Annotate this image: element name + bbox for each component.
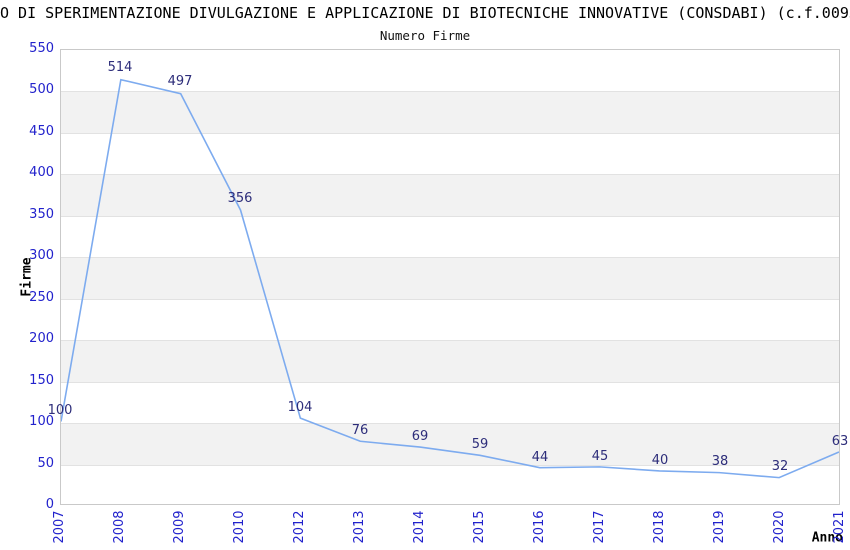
gridline [61,132,839,134]
data-label: 40 [651,452,669,468]
gridline [61,381,839,383]
y-tick-label: 400 [29,165,54,181]
x-tick-label: 2014 [412,510,427,544]
gridline [61,423,839,425]
x-tick-label: 2021 [832,510,847,544]
gridline [61,215,839,217]
x-tick-label: 2009 [172,510,187,544]
chart-title: O DI SPERIMENTAZIONE DIVULGAZIONE E APPL… [0,4,850,22]
x-axis-title: Anno [811,530,843,546]
y-tick-label: 450 [29,123,54,139]
x-tick-label: 2019 [712,510,727,544]
data-label: 38 [711,454,729,470]
plot-band [61,257,839,299]
gridline [61,298,839,300]
y-tick-label: 350 [29,206,54,222]
data-label: 104 [287,399,313,415]
data-label: 63 [831,433,849,449]
gridline [61,91,839,93]
x-tick-label: 2013 [352,510,367,544]
series-plot [61,78,839,479]
series-line [61,78,839,479]
y-tick-label: 550 [29,41,54,56]
gridline [61,340,839,342]
x-tick-label: 2018 [652,510,667,544]
data-label: 59 [471,437,489,453]
data-label: 69 [411,428,429,444]
y-tick-label: 100 [29,414,54,430]
x-tick-label: 2007 [52,510,67,544]
x-tick-label: 2016 [532,510,547,544]
x-tick-label: 2010 [232,510,247,544]
plot-area [60,49,840,505]
data-label: 356 [227,190,253,206]
data-label: 45 [591,448,609,464]
gridline [61,257,839,259]
y-tick-label: 50 [37,455,54,471]
y-tick-label: 250 [29,289,54,305]
y-tick-label: 150 [29,372,54,388]
plot-band [61,174,839,216]
x-tick-label: 2017 [592,510,607,544]
x-tick-label: 2012 [292,510,307,544]
gridline [61,174,839,176]
data-label: 497 [167,73,193,89]
plot-band [61,340,839,382]
data-label: 32 [771,459,789,475]
x-tick-label: 2008 [112,510,127,544]
y-tick-label: 200 [29,331,54,347]
chart-subtitle: Numero Firme [379,28,471,43]
gridline [61,464,839,466]
data-label: 100 [47,403,73,419]
y-tick-label: 300 [29,248,54,264]
plot-band [61,423,839,465]
data-label: 44 [531,449,549,465]
data-label: 514 [107,59,133,75]
y-tick-label: 500 [29,82,54,98]
data-label: 76 [351,422,369,438]
x-tick-label: 2015 [472,510,487,544]
y-tick-label: 0 [45,497,54,512]
x-tick-label: 2020 [772,510,787,544]
